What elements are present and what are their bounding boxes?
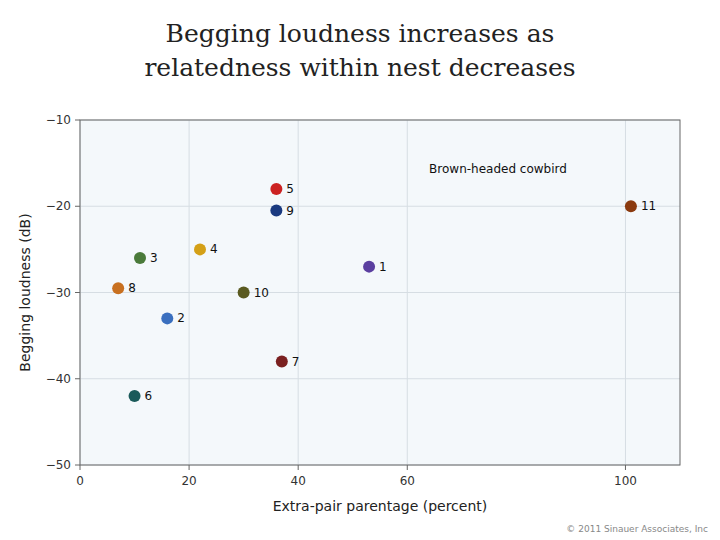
y-grid-line	[80, 292, 680, 293]
annotation: Brown-headed cowbird	[429, 162, 567, 176]
y-tick	[75, 378, 80, 379]
point-label: 5	[286, 182, 294, 196]
point-label: 6	[145, 389, 153, 403]
y-tick-label: −40	[46, 372, 71, 386]
y-grid-line	[80, 206, 680, 207]
point-label: 1	[379, 260, 387, 274]
axes: 0 20 40 60 100 −50 −40 −30 −20 −10	[46, 113, 637, 488]
y-tick-label: −50	[46, 458, 71, 472]
source-note: © 2011 Sinauer Associates, Inc	[566, 524, 708, 534]
points	[112, 183, 637, 402]
point-label: 10	[254, 286, 269, 300]
point	[112, 282, 124, 294]
point-label: 8	[128, 281, 136, 295]
chart-svg: Begging loudness increases as relatedness…	[0, 0, 720, 540]
x-tick	[80, 465, 81, 470]
y-tick	[75, 292, 80, 293]
point	[276, 356, 288, 368]
y-tick	[75, 465, 80, 466]
point-label: 9	[286, 204, 294, 218]
y-grid-line	[80, 378, 680, 379]
x-axis-label: Extra-pair parentage (percent)	[273, 498, 488, 514]
x-tick	[298, 465, 299, 470]
y-tick-label: −20	[46, 199, 71, 213]
y-tick	[75, 120, 80, 121]
y-tick-label: −30	[46, 286, 71, 300]
point-label: 7	[292, 355, 300, 369]
point	[134, 252, 146, 264]
x-tick-label: 40	[291, 474, 306, 488]
x-tick-label: 20	[181, 474, 196, 488]
y-tick-label: −10	[46, 113, 71, 127]
point	[238, 287, 250, 299]
point	[194, 243, 206, 255]
point	[625, 200, 637, 212]
x-tick	[189, 465, 190, 470]
point-label: 3	[150, 251, 158, 265]
point	[363, 261, 375, 273]
point-labels: 1 2 3 4 5 6 7 8 9 10 11	[128, 182, 656, 403]
y-axis-label: Begging loudness (dB)	[17, 213, 33, 371]
x-tick-label: 60	[400, 474, 415, 488]
point-label: 11	[641, 199, 656, 213]
chart-title: relatedness within nest decreases	[144, 53, 575, 82]
chart-title: Begging loudness increases as	[166, 19, 555, 48]
x-tick-label: 100	[614, 474, 637, 488]
point	[270, 205, 282, 217]
y-tick	[75, 206, 80, 207]
point-label: 4	[210, 242, 218, 256]
plot-background	[80, 120, 680, 465]
x-tick	[407, 465, 408, 470]
x-tick-label: 0	[76, 474, 84, 488]
grid	[80, 120, 680, 465]
x-tick	[625, 465, 626, 470]
plot-frame	[80, 120, 680, 465]
point	[129, 390, 141, 402]
point-label: 2	[177, 311, 185, 325]
point	[270, 183, 282, 195]
point	[161, 312, 173, 324]
